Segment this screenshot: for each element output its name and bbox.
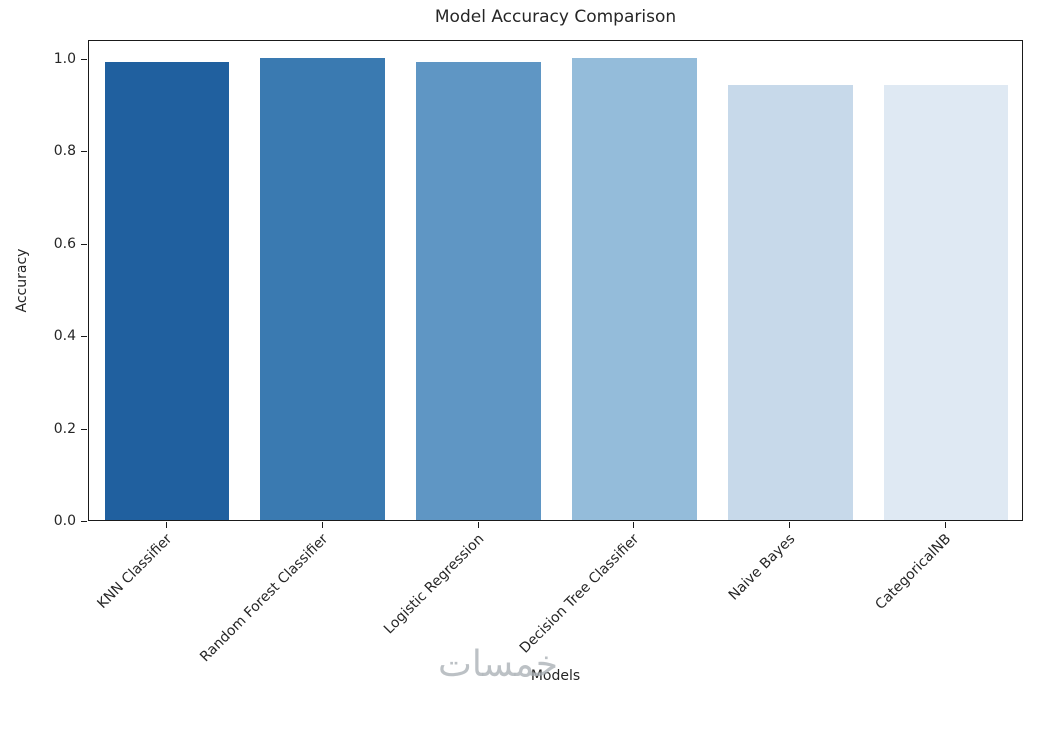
y-tick-mark [81, 336, 87, 337]
y-tick-mark [81, 58, 87, 60]
bar-knn-classifier [104, 62, 230, 520]
bar-decision-tree-classifier [572, 57, 697, 520]
y-tick-label: 0.2 [53, 420, 76, 437]
bar-random-forest-classifier [260, 57, 386, 520]
y-tick-mark [81, 521, 87, 522]
y-tick-mark [81, 151, 87, 152]
y-axis-label: Accuracy [14, 248, 30, 313]
x-tick-mark [945, 522, 947, 528]
bar-categoricalnb [883, 85, 1009, 520]
y-tick-mark [81, 243, 87, 245]
y-tick-mark [81, 428, 87, 430]
y-tick-label: 0.6 [53, 235, 76, 252]
x-tick-mark [165, 522, 167, 528]
x-tick-mark [789, 522, 791, 528]
x-tick-mark [321, 522, 323, 528]
bar-logistic-regression [416, 62, 541, 520]
chart-title: Model Accuracy Comparison [434, 7, 677, 27]
y-tick-label: 1.0 [53, 50, 76, 67]
bar-naive-bayes [727, 85, 853, 520]
y-tick-label: 0.4 [53, 328, 76, 344]
x-tick-mark [633, 522, 635, 528]
y-tick-label: 0.0 [53, 513, 76, 529]
plot-area [88, 40, 1023, 521]
bar-chart-figure: Model Accuracy Comparison Accuracy 0.0 0.… [14, 7, 1023, 685]
x-tick-mark [477, 522, 479, 528]
y-tick-label: 0.8 [53, 143, 76, 159]
x-axis-label: Models [530, 668, 581, 684]
